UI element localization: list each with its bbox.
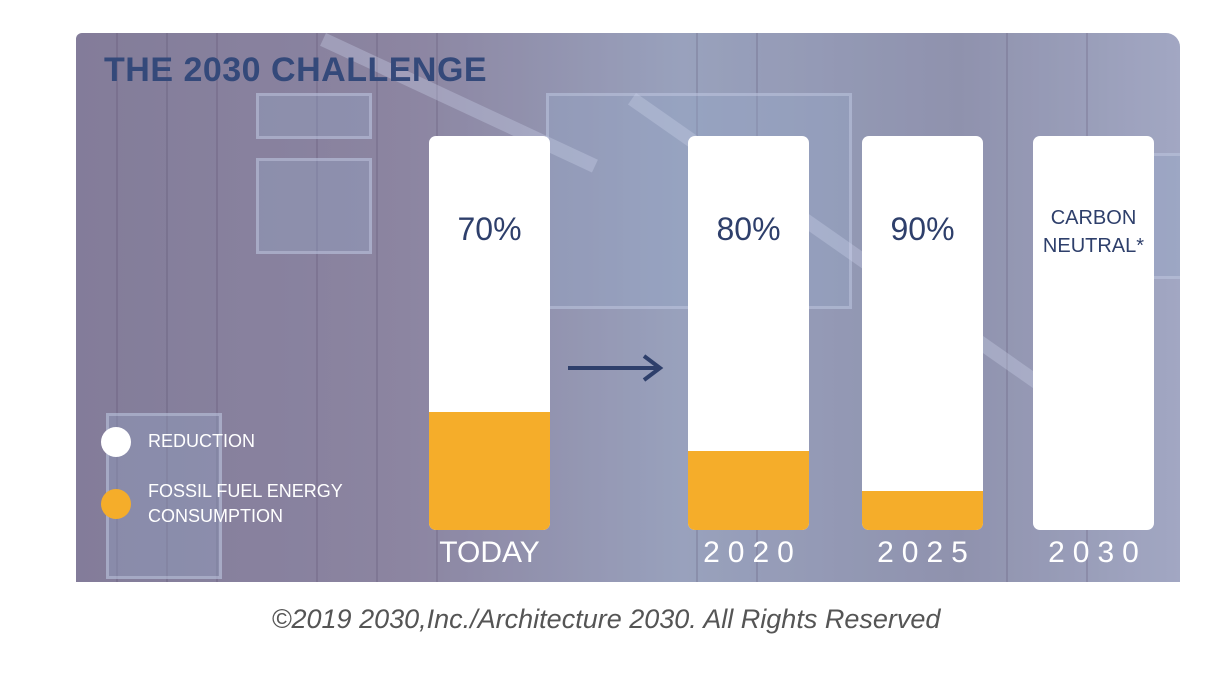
legend-reduction-swatch xyxy=(101,427,131,457)
category-label-2025: 2025 xyxy=(877,536,976,569)
bar-2025-label: 90% xyxy=(890,211,955,247)
legend-fossil-swatch xyxy=(101,489,131,519)
category-label-2030: 2030 xyxy=(1048,536,1147,569)
bar-today-fossil-fill xyxy=(429,411,550,530)
bar-today-label: 70% xyxy=(457,211,522,247)
chart-title: THE 2030 CHALLENGE xyxy=(104,51,488,89)
bar-2025-fossil-fill xyxy=(862,490,983,530)
legend-reduction-label: REDUCTION xyxy=(148,431,255,451)
bar-2030-label: CARBON NEUTRAL* xyxy=(1042,207,1145,257)
legend-fossil-label-line1: FOSSIL FUEL ENERGY xyxy=(148,481,343,501)
category-label-2020: 2020 xyxy=(703,536,802,569)
legend-fossil-label-line2: CONSUMPTION xyxy=(148,506,283,526)
bar-2025: 90% xyxy=(862,136,983,530)
bar-2020: 80% xyxy=(688,136,809,530)
bar-2020-label: 80% xyxy=(716,211,781,247)
bar-2030: CARBON NEUTRAL* xyxy=(1033,136,1154,530)
copyright-credit: ©2019 2030,Inc./Architecture 2030. All R… xyxy=(271,604,941,634)
chart-panel: THE 2030 CHALLENGE 70% 80% 90% CARBON NE… xyxy=(76,33,1180,582)
bar-2020-fossil-fill xyxy=(688,451,809,530)
bar-today: 70% xyxy=(429,136,550,530)
right-arrow-icon xyxy=(568,354,664,382)
category-label-today: TODAY xyxy=(439,536,540,569)
